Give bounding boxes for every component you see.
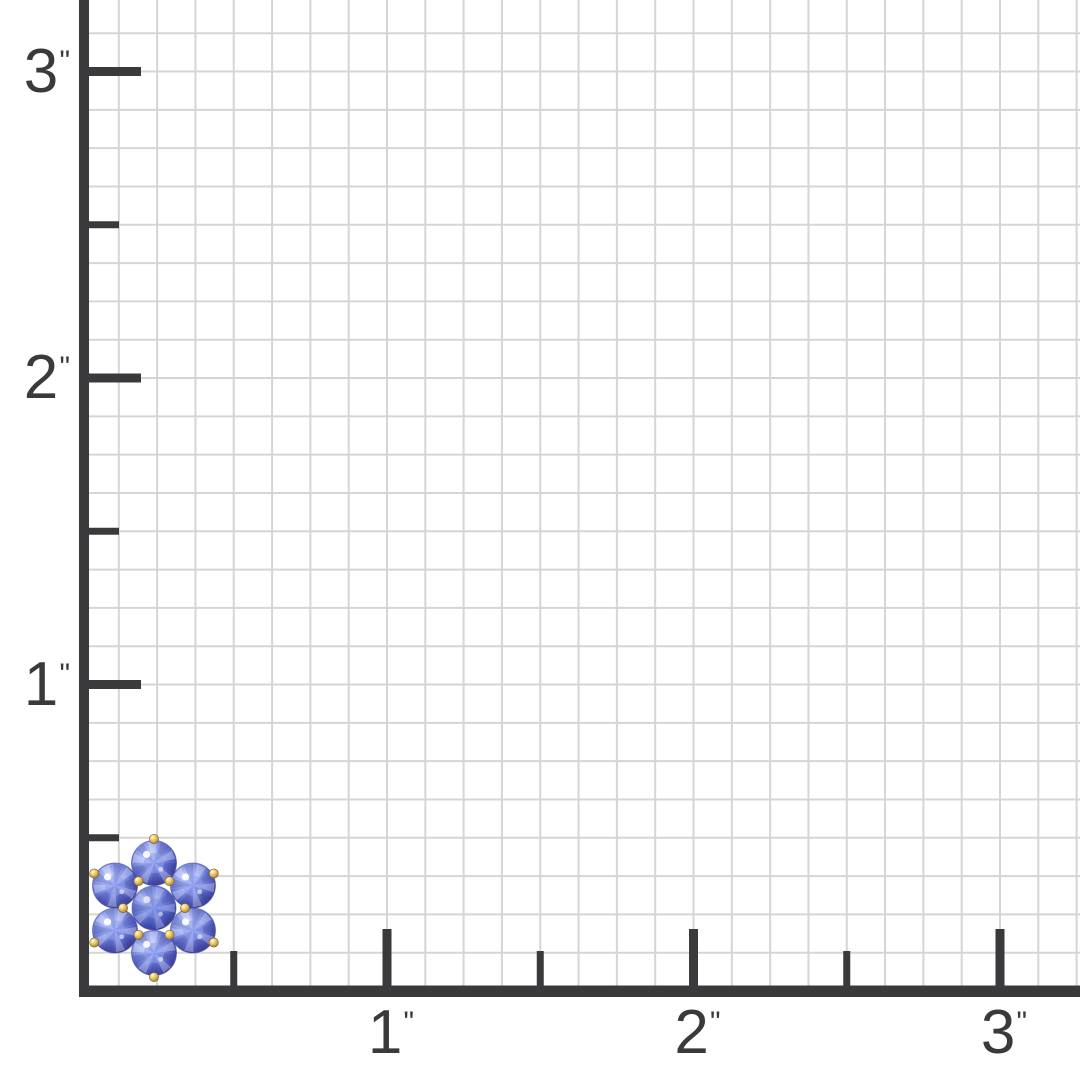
gem-facet bbox=[148, 931, 159, 953]
x-minor-tick bbox=[536, 951, 544, 991]
bead-highlight bbox=[135, 878, 139, 881]
gold-prong-bead bbox=[89, 868, 100, 879]
bead-highlight bbox=[182, 905, 185, 908]
gem-sparkle bbox=[104, 873, 112, 881]
gold-prong-bead bbox=[149, 972, 159, 982]
x-minor-tick bbox=[230, 951, 238, 991]
gem-sparkle bbox=[181, 918, 190, 926]
x-axis-line bbox=[79, 985, 1080, 997]
x-major-tick bbox=[382, 929, 392, 991]
bead-base bbox=[164, 876, 175, 887]
bead-highlight bbox=[210, 870, 214, 874]
y-major-tick bbox=[79, 373, 141, 383]
gem-petal bbox=[131, 930, 177, 976]
gem-facet bbox=[149, 953, 160, 975]
gem-facet bbox=[93, 924, 116, 935]
gem-sparkle bbox=[197, 934, 203, 940]
bead-highlight bbox=[166, 878, 170, 881]
bead-highlight bbox=[91, 939, 95, 943]
gem-sparkle bbox=[158, 866, 164, 872]
gem-rim bbox=[131, 885, 177, 931]
gem-sparkle bbox=[143, 896, 151, 904]
bead-base bbox=[118, 903, 128, 913]
gem-sparkle bbox=[181, 873, 190, 881]
gem-sparkle bbox=[197, 889, 203, 895]
gold-prong-bead bbox=[180, 903, 190, 913]
gold-prong-bead bbox=[133, 929, 144, 940]
x-major-tick bbox=[995, 929, 1005, 991]
gem-sparkle bbox=[119, 889, 125, 895]
gem-sparkle bbox=[142, 850, 151, 859]
bead-base bbox=[89, 937, 100, 948]
gold-prong-bead bbox=[164, 876, 175, 887]
bead-base bbox=[133, 929, 144, 940]
gem-facet bbox=[115, 926, 137, 937]
y-minor-tick bbox=[79, 834, 119, 842]
bead-highlight bbox=[91, 870, 95, 874]
gem-sparkle bbox=[158, 956, 164, 962]
gem-petal bbox=[169, 907, 216, 954]
bead-highlight bbox=[151, 836, 154, 839]
gold-prong-bead bbox=[164, 929, 175, 940]
bead-base bbox=[149, 972, 159, 982]
gem-sparkle bbox=[104, 918, 112, 926]
bead-highlight bbox=[135, 931, 139, 935]
bead-base bbox=[89, 868, 100, 879]
bead-base bbox=[164, 929, 175, 940]
gold-prong-bead bbox=[118, 903, 128, 913]
y-minor-tick bbox=[79, 221, 119, 229]
gem-center bbox=[131, 885, 177, 931]
gem-flower bbox=[89, 834, 219, 982]
x-major-tick bbox=[689, 929, 698, 991]
gem-tint-overlay bbox=[132, 886, 176, 930]
bead-base bbox=[208, 868, 219, 879]
gold-prong-bead bbox=[133, 876, 144, 887]
gem-petal bbox=[169, 862, 216, 909]
gem-facet bbox=[133, 903, 154, 913]
bead-base bbox=[149, 834, 159, 844]
gem-sparkle bbox=[158, 911, 164, 917]
gold-prong-bead bbox=[149, 834, 159, 844]
bead-base bbox=[133, 876, 144, 887]
x-minor-tick bbox=[843, 951, 851, 991]
bead-highlight bbox=[210, 939, 214, 943]
gold-prong-bead bbox=[89, 937, 100, 948]
y-minor-tick bbox=[79, 527, 119, 535]
gold-prong-bead bbox=[208, 868, 219, 879]
gem-sparkle bbox=[142, 940, 151, 949]
gem-petal bbox=[131, 840, 177, 886]
gem-facet bbox=[154, 903, 175, 913]
gem-sparkle bbox=[119, 934, 125, 940]
gold-prong-bead bbox=[208, 937, 219, 948]
bead-highlight bbox=[166, 931, 170, 935]
bead-highlight bbox=[120, 905, 124, 908]
gem-petal bbox=[92, 907, 139, 954]
y-major-tick bbox=[79, 67, 141, 76]
y-major-tick bbox=[79, 680, 141, 689]
gem-petal bbox=[92, 862, 139, 909]
bead-highlight bbox=[151, 974, 154, 977]
y-axis-line bbox=[79, 0, 89, 997]
bead-base bbox=[208, 937, 219, 948]
bead-base bbox=[180, 903, 190, 913]
